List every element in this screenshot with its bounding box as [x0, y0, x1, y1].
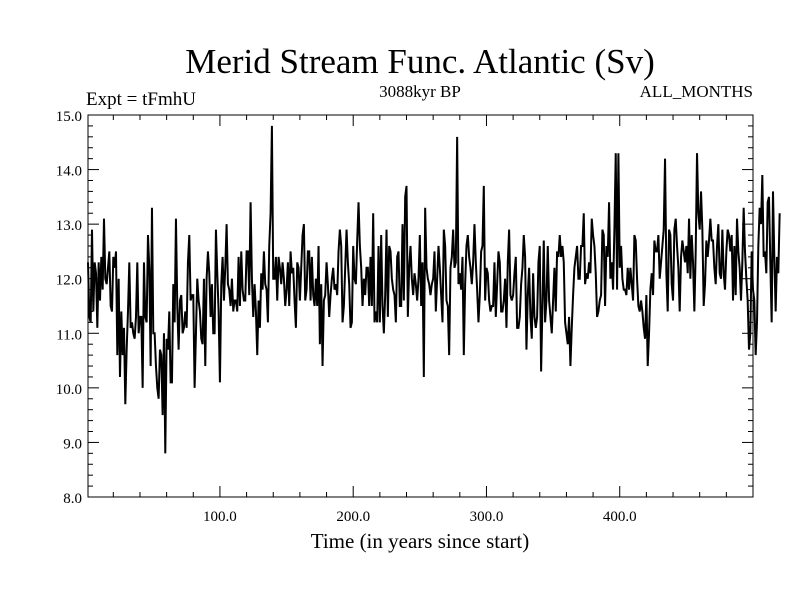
x-axis-labels: 100.0 200.0 300.0 400.0: [203, 509, 637, 525]
x-tick-label: 100.0: [203, 509, 237, 525]
tick-marks: [88, 114, 753, 498]
period-label: 3088kyr BP: [379, 82, 461, 101]
y-tick-label: 10.0: [56, 382, 82, 398]
x-tick-label: 300.0: [470, 509, 504, 525]
plot-frame: [87, 114, 754, 498]
y-tick-label: 12.0: [56, 273, 82, 289]
x-tick-label: 400.0: [603, 509, 637, 525]
experiment-label: Expt = tFmhU: [86, 89, 196, 110]
series-line: [87, 125, 781, 454]
y-tick-label: 13.0: [56, 218, 82, 234]
y-tick-label: 11.0: [56, 327, 82, 343]
x-tick-label: 200.0: [336, 509, 370, 525]
months-label: ALL_MONTHS: [640, 82, 753, 101]
y-axis-labels: 8.0 9.0 10.0 11.0 12.0 13.0 14.0 15.0: [56, 109, 82, 507]
y-tick-label: 14.0: [56, 164, 82, 180]
x-axis-title: Time (in years since start): [311, 529, 530, 553]
y-tick-label: 9.0: [63, 436, 82, 452]
y-tick-label: 8.0: [63, 491, 82, 507]
chart-title: Merid Stream Func. Atlantic (Sv): [185, 42, 655, 81]
y-tick-label: 15.0: [56, 109, 82, 125]
